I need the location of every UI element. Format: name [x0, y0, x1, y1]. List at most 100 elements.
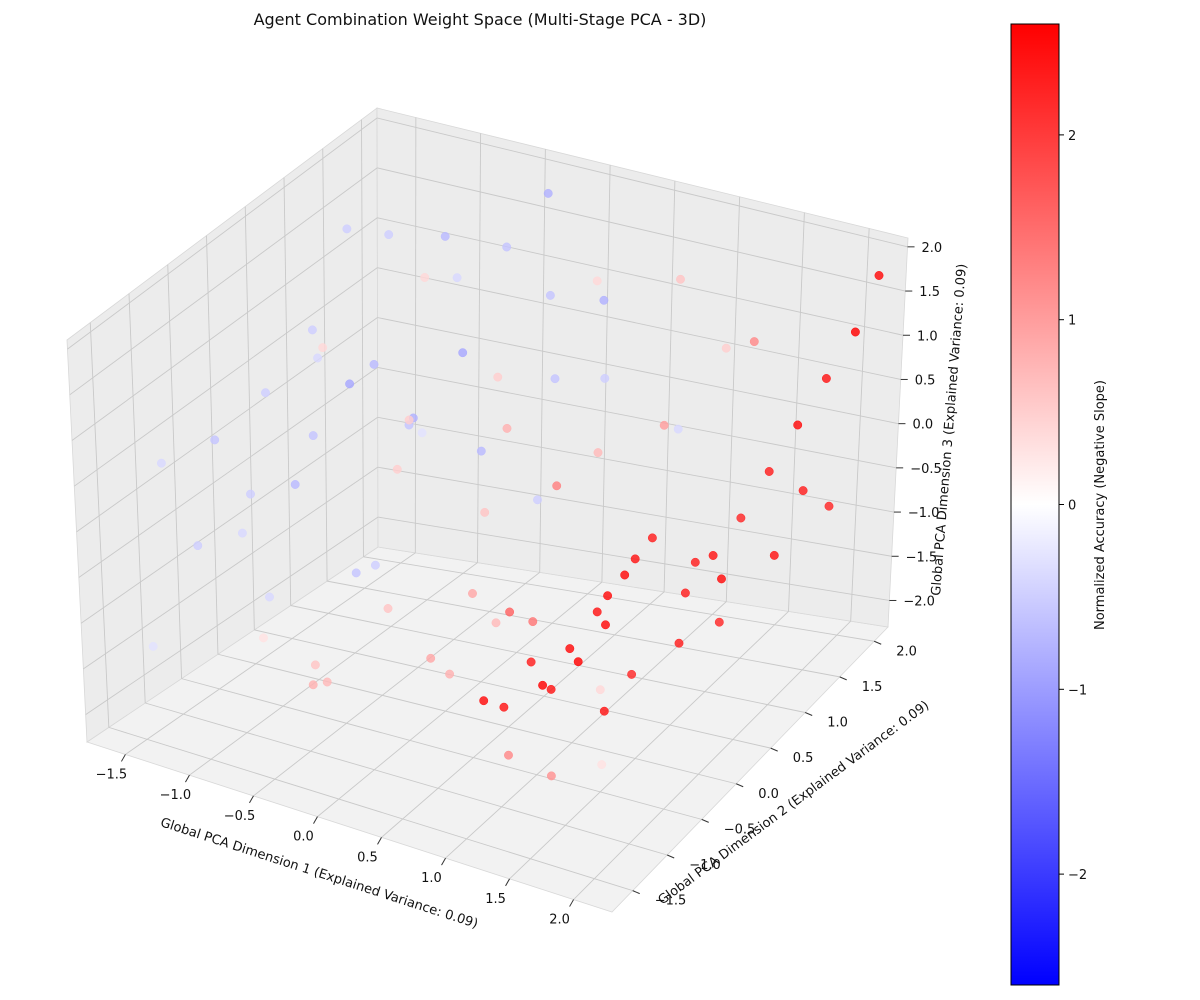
data-point [505, 607, 515, 617]
data-point [308, 431, 318, 441]
data-point [573, 657, 583, 667]
grid-line [217, 653, 737, 785]
x-tick-label: −1.0 [160, 788, 192, 803]
data-point [528, 617, 538, 627]
x-tick-label: 0.0 [293, 830, 314, 845]
y-tick-label: 1.0 [827, 716, 848, 731]
grid-line [80, 416, 378, 624]
data-point [210, 435, 220, 445]
x-tick-mark [120, 754, 126, 762]
y-tick-label: −1.0 [689, 858, 721, 873]
grid-lines [67, 117, 908, 900]
z-tick-label: 0.5 [915, 374, 936, 389]
y-tick-mark [632, 890, 640, 895]
y-tick-mark [839, 676, 847, 681]
data-point [420, 273, 430, 282]
grid-line [83, 466, 379, 670]
data-point [769, 550, 779, 560]
grid-line [788, 212, 805, 612]
z-tick-label: 1.5 [919, 285, 940, 300]
grid-line [189, 562, 478, 776]
data-point [259, 633, 268, 643]
z-tick-label: −0.5 [910, 462, 942, 477]
data-point [384, 230, 394, 240]
z-tick-label: −1.5 [906, 550, 938, 565]
scatter-3d-plot: −1.5 −1.0 −0.5 0.0 0.5 1.0 1.5 2.0 −1.5 −1.0 −0.5 0… [66, 107, 970, 932]
data-point [659, 420, 669, 430]
x-tick-label: 1.0 [421, 871, 442, 886]
y-tick-mark [770, 747, 778, 752]
data-point [476, 446, 486, 456]
grid-line [69, 167, 378, 396]
x-tick-mark [313, 816, 318, 824]
back-pane [376, 107, 909, 628]
x-tick-mark [505, 878, 510, 887]
grid-line [477, 133, 482, 563]
data-point [526, 657, 536, 667]
y-tick-label: 2.0 [896, 644, 917, 659]
z-tick-label: 0.0 [913, 418, 934, 433]
data-point [593, 448, 603, 458]
data-point [597, 760, 607, 770]
grid-line [89, 322, 110, 728]
axis-panes [66, 107, 909, 913]
data-point [565, 644, 575, 654]
data-point [479, 696, 489, 706]
grid-line [573, 620, 852, 900]
data-point [452, 273, 462, 283]
grid-line [601, 165, 611, 583]
grid-line [363, 556, 875, 642]
data-point [599, 295, 609, 305]
data-point [749, 337, 759, 347]
data-point [156, 458, 166, 468]
data-point [546, 771, 556, 781]
data-point [499, 702, 509, 712]
tick-labels: −1.5 −1.0 −0.5 0.0 0.5 1.0 1.5 2.0 −1.5 −1.0 −0.5 0… [96, 241, 943, 928]
grid-line [78, 367, 378, 578]
x-tick-label: −0.5 [224, 809, 256, 824]
data-point [265, 592, 274, 602]
data-point [313, 353, 323, 363]
data-point [647, 533, 657, 543]
data-point [736, 513, 746, 523]
grid-line [125, 552, 416, 755]
grid-line [76, 317, 378, 533]
x-tick-label: 0.5 [357, 850, 378, 865]
grid-line [181, 678, 702, 820]
z-tick-label: −2.0 [903, 595, 935, 610]
grid-line [253, 572, 540, 797]
data-point [676, 274, 685, 284]
grid-line [377, 366, 897, 469]
data-point [630, 554, 640, 564]
data-point [458, 348, 468, 358]
data-point [468, 589, 477, 598]
x-tick-mark [569, 899, 575, 907]
colorbar-ticks: −2 −1 0 1 2 [1059, 129, 1087, 883]
colorbar-label: Normalized Accuracy (Negative Slope) [1093, 380, 1108, 630]
y-tick-label: 0.0 [758, 787, 779, 802]
grid-line [377, 317, 899, 425]
colorbar-tick-label: 0 [1068, 499, 1076, 514]
data-point [369, 359, 379, 369]
data-point [721, 343, 731, 353]
data-point [620, 570, 630, 580]
data-point [417, 428, 427, 438]
data-point [627, 669, 637, 679]
data-point [322, 677, 332, 687]
data-point [592, 276, 602, 286]
data-point [717, 574, 726, 584]
colorbar-tick-label: −1 [1068, 683, 1087, 698]
grid-line [725, 196, 741, 602]
data-point [493, 372, 503, 382]
data-point [600, 373, 610, 383]
x-tick-label: 1.5 [485, 892, 506, 907]
y-tick-mark [736, 783, 744, 788]
data-point [392, 464, 402, 474]
data-point [798, 486, 808, 496]
data-point [351, 568, 361, 578]
grid-line [74, 267, 378, 487]
grid-line [67, 117, 378, 350]
colorbar-tick-label: 2 [1068, 129, 1076, 144]
data-point [673, 424, 683, 434]
x-tick-mark [441, 857, 446, 866]
